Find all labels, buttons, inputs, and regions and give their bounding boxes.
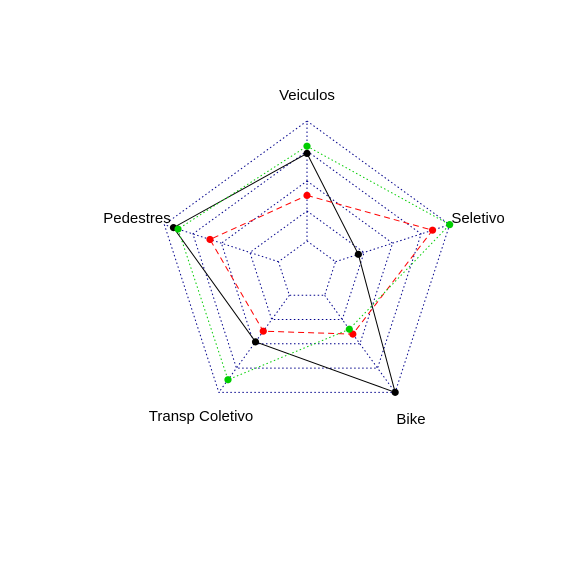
series-2-point-1 [303, 191, 311, 199]
series-3-point-3 [345, 325, 353, 333]
grid-ring-4 [192, 150, 422, 369]
series-line-2 [209, 194, 434, 335]
series-line-3 [177, 145, 451, 381]
axis-label-seletivo: Seletivo [451, 210, 504, 227]
grid-ring-1 [277, 240, 337, 296]
axis-labels: Veiculos Seletivo Bike Transp Coletivo P… [103, 87, 504, 428]
series-line-1 [172, 152, 396, 394]
series-2-point-2 [428, 226, 437, 234]
radar-series [169, 142, 454, 396]
axis-label-veiculos: Veiculos [279, 87, 335, 104]
grid-ring-5 [163, 120, 451, 393]
spoke-5 [164, 224, 279, 263]
series-3-point-5 [174, 225, 182, 233]
series-1-point-2 [354, 250, 362, 258]
grid-ring-3 [220, 180, 394, 345]
axis-label-bike: Bike [396, 411, 425, 428]
series-1-point-1 [303, 149, 311, 157]
series-3-point-1 [303, 142, 311, 150]
series-1-point-3 [391, 388, 399, 396]
series-2-point-4 [259, 327, 267, 335]
series-3-point-2 [446, 221, 454, 229]
spoke-3 [324, 294, 396, 393]
axis-label-transp-coletivo: Transp Coletivo [149, 408, 254, 425]
series-3-point-4 [224, 376, 232, 384]
series-2-point-5 [206, 235, 214, 244]
series-1-point-4 [251, 338, 260, 346]
radar-grid [163, 120, 451, 393]
grid-ring-2 [249, 210, 365, 321]
axis-label-pedestres: Pedestres [103, 210, 171, 227]
